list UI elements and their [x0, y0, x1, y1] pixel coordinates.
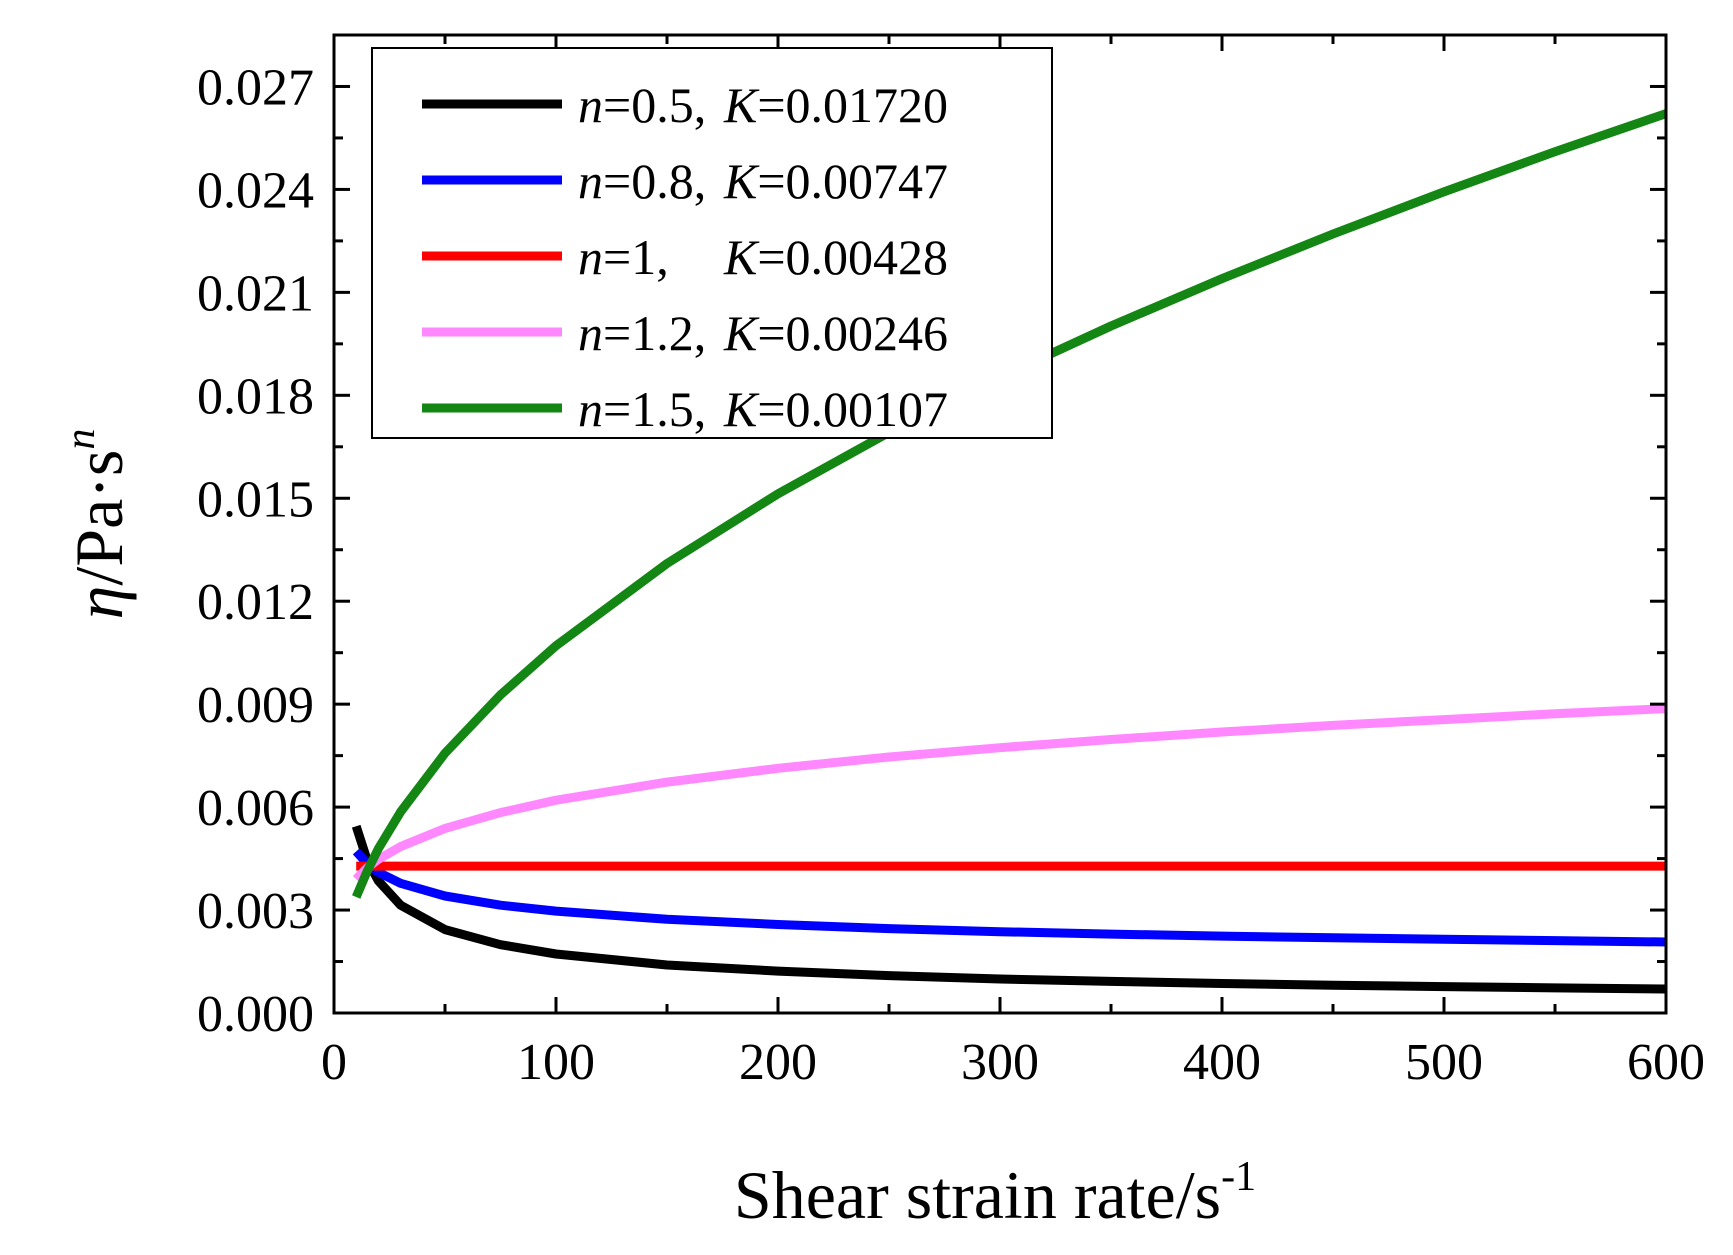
series-line-2 — [352, 848, 1667, 947]
y-axis-title-text: /Pa·s — [61, 450, 137, 586]
x-tick-label: 500 — [1405, 1034, 1483, 1091]
x-tick-label: 0 — [321, 1034, 347, 1091]
y-axis-title-superscript: n — [58, 429, 104, 450]
legend-label-5: n=1.5, K=0.00107 — [578, 381, 948, 437]
legend-label-3: n=1, K=0.00428 — [578, 229, 948, 285]
y-tick-label: 0.003 — [197, 883, 314, 940]
legend: n=0.5, K=0.01720 n=0.8, K=0.00747 n=1, K=0.00… — [371, 47, 1053, 439]
y-tick-label: 0.021 — [197, 265, 314, 322]
legend-box — [371, 47, 1053, 439]
x-axis-title-text: Shear strain rate/s — [734, 1157, 1221, 1233]
y-tick-label: 0.015 — [197, 471, 314, 528]
y-tick-label: 0.000 — [197, 986, 314, 1043]
legend-label-4: n=1.2, K=0.00246 — [578, 305, 948, 361]
y-tick-label: 0.024 — [197, 162, 314, 219]
series-line-4 — [352, 704, 1667, 883]
series-line-1 — [351, 824, 1667, 994]
y-tick-label: 0.009 — [197, 677, 314, 734]
x-axis-title-superscript: -1 — [1221, 1154, 1256, 1200]
y-axis-title-symbol: η — [61, 586, 137, 620]
x-tick-label: 300 — [961, 1034, 1039, 1091]
x-tick-label: 600 — [1627, 1034, 1705, 1091]
x-tick-label: 400 — [1183, 1034, 1261, 1091]
tick-labels: 0 100 200 300 400 500 600 0.000 0.003 0.006 0.009 0… — [197, 59, 1705, 1091]
x-tick-label: 100 — [517, 1034, 595, 1091]
y-tick-label: 0.027 — [197, 59, 314, 116]
y-axis-title: η/Pa·sn — [58, 429, 137, 620]
y-tick-label: 0.018 — [197, 368, 314, 425]
legend-label-1: n=0.5, K=0.01720 — [578, 77, 948, 133]
y-tick-label: 0.012 — [197, 574, 314, 631]
series-line-5 — [352, 109, 1668, 899]
series-layer — [351, 109, 1668, 994]
axis-ticks — [332, 35, 1668, 1015]
x-tick-label: 200 — [739, 1034, 817, 1091]
x-axis-title: Shear strain rate/s-1 — [734, 1154, 1256, 1233]
legend-label-2: n=0.8, K=0.00747 — [578, 153, 948, 209]
y-tick-label: 0.006 — [197, 780, 314, 837]
